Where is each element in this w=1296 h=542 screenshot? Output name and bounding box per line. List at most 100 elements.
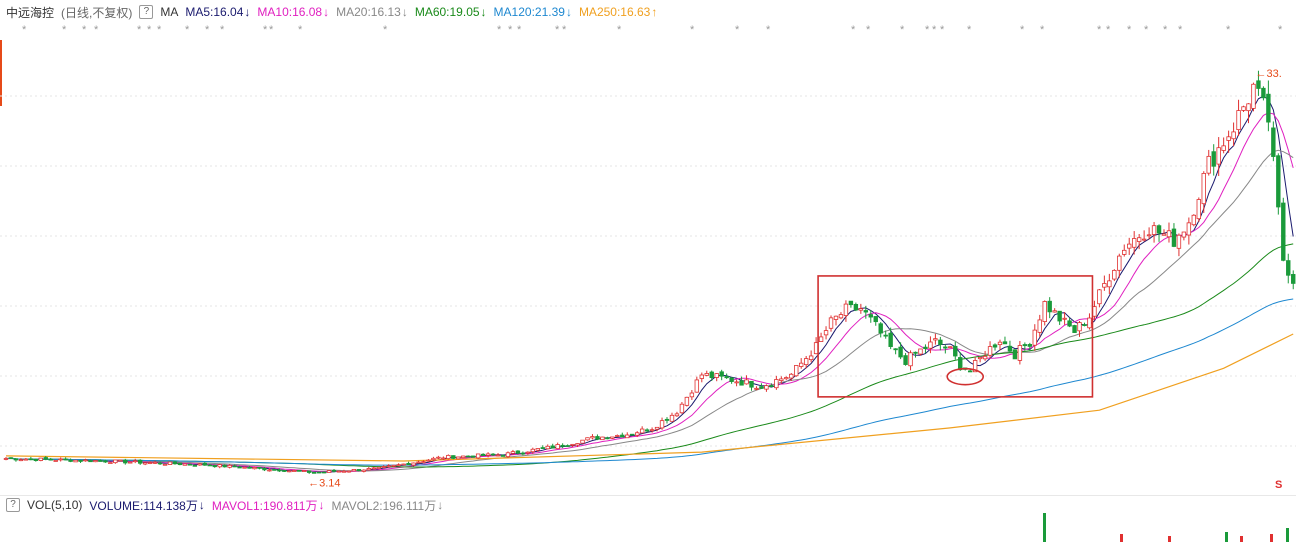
chart-mode: (日线,不复权) xyxy=(61,5,133,20)
event-star-icon[interactable]: * xyxy=(562,24,567,36)
candle-body xyxy=(137,459,143,464)
event-star-icon[interactable]: * xyxy=(82,24,87,36)
event-star-icon[interactable]: * xyxy=(1144,24,1149,36)
candle-body xyxy=(48,458,53,461)
event-star-icon[interactable]: * xyxy=(1127,24,1132,36)
ma5-value: MA5:16.04 xyxy=(185,5,244,19)
event-star-icon[interactable]: * xyxy=(1278,24,1283,36)
event-star-icon[interactable]: * xyxy=(185,24,190,36)
indicator-name[interactable]: MA xyxy=(160,5,179,19)
event-star-icon[interactable]: * xyxy=(147,24,152,36)
event-star-icon[interactable]: * xyxy=(205,24,210,36)
event-star-icon[interactable]: * xyxy=(900,24,905,36)
ma60-value: MA60:19.05 xyxy=(414,5,480,19)
candle-body xyxy=(1291,274,1296,284)
candle-body xyxy=(977,357,983,360)
candle-body xyxy=(774,379,779,389)
candle-body xyxy=(1211,151,1216,167)
candle-body xyxy=(68,459,73,462)
event-star-icon[interactable]: * xyxy=(766,24,771,36)
candle-body xyxy=(1286,260,1291,276)
candle-body xyxy=(133,460,138,463)
event-star-icon[interactable]: * xyxy=(383,24,388,36)
volume-indicator-name[interactable]: VOL(5,10) xyxy=(27,498,83,512)
event-star-icon[interactable]: * xyxy=(967,24,972,36)
candle-body xyxy=(172,461,178,465)
event-star-icon[interactable]: * xyxy=(1097,24,1102,36)
candle-body xyxy=(838,314,844,319)
event-star-icon[interactable]: * xyxy=(1163,24,1168,36)
candle-body xyxy=(386,465,391,468)
volume-bar xyxy=(1270,534,1273,542)
event-star-icon[interactable]: * xyxy=(517,24,522,36)
candle-body xyxy=(202,462,207,466)
candle-body xyxy=(714,373,719,378)
candle-body xyxy=(630,433,635,436)
event-star-icon[interactable]: * xyxy=(866,24,871,36)
ma20-arrow-icon: ↓ xyxy=(401,5,408,19)
candle-body xyxy=(1196,199,1201,220)
candlestick-chart[interactable]: ←33. ←3.14 S xyxy=(0,38,1296,494)
volume-bar xyxy=(1225,532,1228,542)
candle-body xyxy=(311,471,317,474)
event-star-icon[interactable]: * xyxy=(62,24,67,36)
candle-body xyxy=(321,471,327,474)
candle-body xyxy=(361,469,367,472)
candle-body xyxy=(1017,345,1023,361)
event-star-icon[interactable]: * xyxy=(1226,24,1231,36)
event-star-icon[interactable]: * xyxy=(497,24,502,36)
event-star-icon[interactable]: * xyxy=(925,24,930,36)
event-star-icon[interactable]: * xyxy=(735,24,740,36)
event-star-icon[interactable]: * xyxy=(1040,24,1045,36)
candle-body xyxy=(456,456,461,460)
candle-body xyxy=(739,380,744,386)
ma5-arrow-icon: ↓ xyxy=(244,5,251,19)
event-star-icon[interactable]: * xyxy=(617,24,622,36)
event-star-icon[interactable]: * xyxy=(22,24,27,36)
event-star-icon[interactable]: * xyxy=(508,24,513,36)
event-star-icon[interactable]: * xyxy=(94,24,99,36)
candle-body xyxy=(833,315,839,320)
event-star-icon[interactable]: * xyxy=(932,24,937,36)
volume-help-icon[interactable]: ? xyxy=(6,498,20,512)
candle-body xyxy=(470,455,476,458)
candle-body xyxy=(1226,136,1231,141)
ma60-line xyxy=(5,243,1294,468)
candle-body xyxy=(1176,234,1182,249)
event-star-icon[interactable]: * xyxy=(555,24,560,36)
event-star-icon[interactable]: * xyxy=(137,24,142,36)
ma120-arrow-icon: ↓ xyxy=(565,5,572,19)
event-star-icon[interactable]: * xyxy=(220,24,225,36)
candle-body xyxy=(1037,319,1042,333)
candle-body xyxy=(928,341,933,349)
candle-body xyxy=(371,467,376,470)
candle-body xyxy=(520,452,526,455)
event-star-icon[interactable]: * xyxy=(269,24,274,36)
event-star-icon[interactable]: * xyxy=(1106,24,1111,36)
candle-body xyxy=(1171,228,1177,247)
event-star-icon[interactable]: * xyxy=(851,24,856,36)
candle-body xyxy=(227,464,232,468)
event-star-icon[interactable]: * xyxy=(263,24,268,36)
candle-body xyxy=(704,373,709,376)
candle-body xyxy=(8,457,14,460)
event-star-icon[interactable]: * xyxy=(940,24,945,36)
candle-body xyxy=(192,464,198,467)
candle-body xyxy=(123,459,128,464)
event-star-icon[interactable]: * xyxy=(1020,24,1025,36)
candle-body xyxy=(142,462,148,465)
candle-body xyxy=(823,330,829,336)
candle-body xyxy=(1122,249,1127,255)
candle-body xyxy=(883,334,888,337)
highlight-box xyxy=(817,275,1094,398)
candle-body xyxy=(1052,310,1057,313)
event-star-icon[interactable]: * xyxy=(298,24,303,36)
event-star-icon[interactable]: * xyxy=(157,24,162,36)
event-star-icon[interactable]: * xyxy=(690,24,695,36)
event-star-icon[interactable]: * xyxy=(1178,24,1183,36)
candle-body xyxy=(873,316,878,323)
volume-chart[interactable] xyxy=(0,513,1296,542)
help-icon[interactable]: ? xyxy=(139,5,154,19)
ma120-line xyxy=(5,298,1294,466)
candle-body xyxy=(843,303,849,316)
